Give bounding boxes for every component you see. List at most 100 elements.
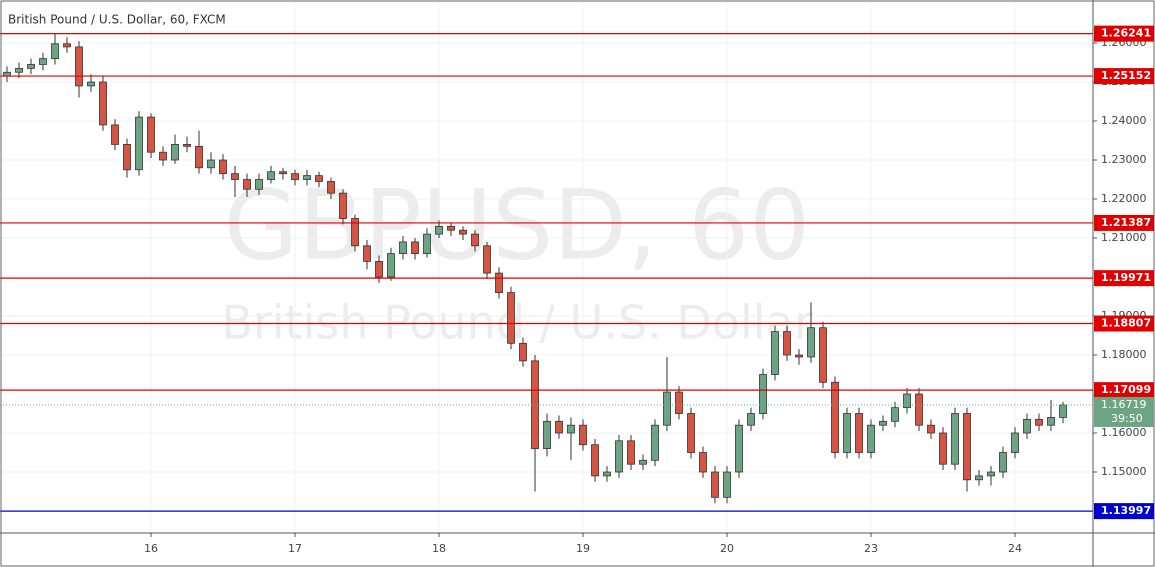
candle-body xyxy=(783,331,791,356)
candle-body xyxy=(795,354,803,358)
price-level-label: 1.17099 xyxy=(1101,383,1151,396)
candle-body xyxy=(111,124,119,145)
price-level-tag xyxy=(1094,68,1154,85)
candle-body xyxy=(831,381,839,453)
candle-body xyxy=(495,272,503,294)
candle-body xyxy=(1023,418,1031,434)
candle-body xyxy=(675,391,683,414)
price-level-label: 1.18807 xyxy=(1101,317,1151,330)
candle-body xyxy=(171,144,179,161)
candle-body xyxy=(639,459,647,465)
candle-body xyxy=(987,471,995,477)
candle-body xyxy=(807,327,815,358)
y-tick-label: 1.23000 xyxy=(1101,153,1147,166)
candle-body xyxy=(1011,432,1019,453)
candle-body xyxy=(975,475,983,481)
candle-body xyxy=(711,471,719,498)
candle-body xyxy=(903,393,911,409)
candle-body xyxy=(279,171,287,175)
plot xyxy=(0,0,1093,533)
candle-body xyxy=(843,413,851,453)
candle-body xyxy=(1035,418,1043,426)
candle-body xyxy=(1059,404,1067,418)
candle-body xyxy=(39,58,47,65)
x-tick-label: 17 xyxy=(288,542,302,555)
y-tick-label: 1.24000 xyxy=(1101,114,1147,127)
countdown-label: 39:50 xyxy=(1111,412,1143,425)
y-tick-label: 1.18000 xyxy=(1101,348,1147,361)
y-tick-label: 1.21000 xyxy=(1101,231,1147,244)
candle-body xyxy=(159,151,167,161)
x-tick-label: 24 xyxy=(1008,542,1022,555)
candle-body xyxy=(687,413,695,453)
candle-body xyxy=(243,179,251,190)
candle-body xyxy=(543,420,551,450)
candle-body xyxy=(267,171,275,180)
candle-body xyxy=(591,444,599,477)
candle-body xyxy=(219,159,227,175)
x-tick-label: 20 xyxy=(720,542,734,555)
candle-body xyxy=(435,225,443,235)
y-tick-label: 1.22000 xyxy=(1101,192,1147,205)
candle-body xyxy=(747,413,755,426)
candle-body xyxy=(915,393,923,426)
candle-body xyxy=(891,407,899,422)
candle-body xyxy=(255,179,263,190)
candle-body xyxy=(147,116,155,153)
candle-body xyxy=(819,327,827,383)
candle-body xyxy=(651,424,659,461)
candle-body xyxy=(963,413,971,481)
candle-body xyxy=(231,173,239,180)
candle-body xyxy=(399,241,407,255)
price-level-tag xyxy=(1094,25,1154,42)
candle-body xyxy=(879,420,887,426)
candle-body xyxy=(867,424,875,453)
candle-body xyxy=(363,245,371,262)
candle-body xyxy=(447,225,455,231)
candle-body xyxy=(603,471,611,477)
candle-body xyxy=(1047,417,1055,426)
candle-body xyxy=(27,64,35,69)
candle-body xyxy=(303,175,311,180)
price-level-label: 1.25152 xyxy=(1101,69,1151,82)
candle-body xyxy=(183,144,191,147)
price-level-tag xyxy=(1094,382,1154,399)
candle-body xyxy=(483,245,491,274)
price-level-tag xyxy=(1094,214,1154,231)
x-tick-label: 18 xyxy=(432,542,446,555)
candle-body xyxy=(87,81,95,87)
price-level-label: 1.19971 xyxy=(1101,271,1151,284)
y-tick-label: 1.15000 xyxy=(1101,465,1147,478)
candle-body xyxy=(471,233,479,247)
candle-body xyxy=(63,43,71,48)
candle-body xyxy=(195,145,203,169)
candle-body xyxy=(927,424,935,434)
candle-body xyxy=(387,253,395,278)
candle-body xyxy=(519,342,527,362)
price-level-tag xyxy=(1094,270,1154,287)
candle-body xyxy=(555,420,563,434)
candle-body xyxy=(207,159,215,169)
candle-body xyxy=(627,440,635,465)
candle-body xyxy=(771,331,779,375)
last-price-label: 1.16719 xyxy=(1101,398,1147,411)
candle-body xyxy=(735,424,743,473)
candle-body xyxy=(459,229,467,235)
candle-body xyxy=(423,233,431,255)
price-level-tag xyxy=(1094,503,1154,520)
candle-body xyxy=(351,218,359,247)
candle-body xyxy=(615,440,623,473)
candle-body xyxy=(723,471,731,498)
candle-body xyxy=(375,261,383,278)
candle-body xyxy=(579,424,587,446)
x-tick-label: 19 xyxy=(576,542,590,555)
candle-body xyxy=(567,424,575,434)
candle-body xyxy=(951,413,959,465)
candle-body xyxy=(507,292,515,344)
candle-body xyxy=(339,192,347,219)
x-tick-label: 23 xyxy=(864,542,878,555)
candle-body xyxy=(411,241,419,255)
watermark: GBPUSD, 60 xyxy=(224,169,810,281)
